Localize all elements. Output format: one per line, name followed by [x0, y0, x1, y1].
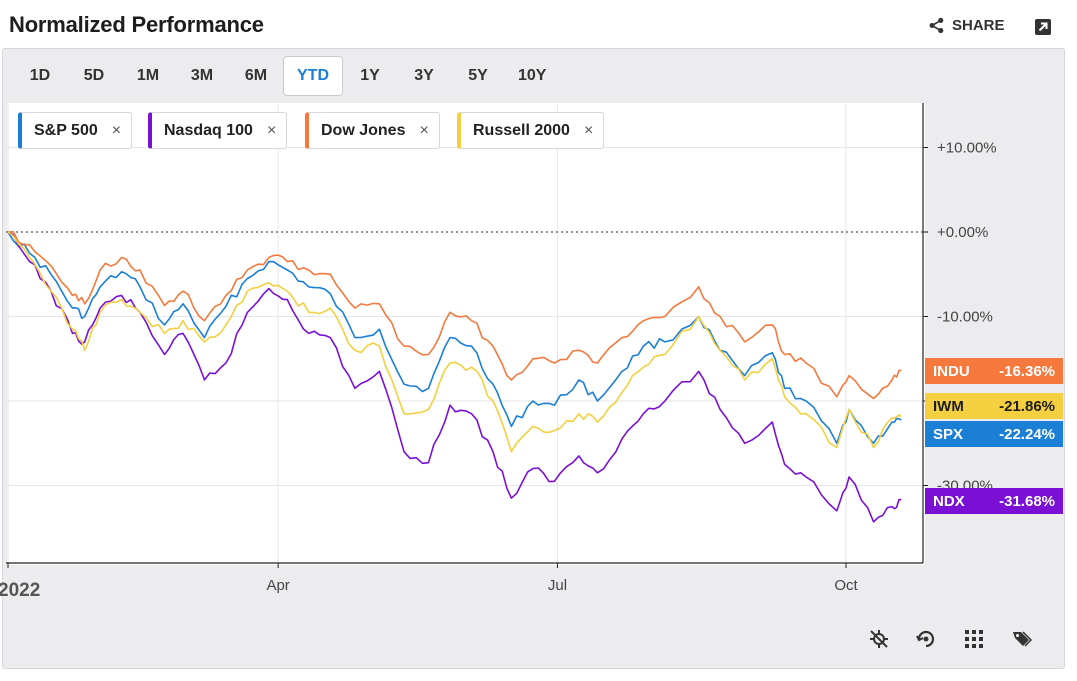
series-line-russell-2000 [7, 231, 902, 453]
header: Normalized Performance SHARE [0, 0, 1077, 48]
time-range-selector: 1D 5D 1M 3M 6M YTD 1Y 3Y 5Y 10Y [13, 55, 559, 97]
range-button-10y[interactable]: 10Y [518, 67, 547, 84]
badge-ticker: INDU [933, 362, 970, 380]
legend-label: Russell 2000 [473, 121, 570, 139]
x-tick-label: Apr [266, 577, 289, 594]
badge-value: -31.68% [999, 492, 1055, 510]
badge-value: -16.36% [999, 362, 1055, 380]
series-line-s-p-500 [7, 231, 902, 445]
badge-ticker: IWM [933, 397, 964, 415]
remove-series-icon[interactable]: × [419, 121, 429, 139]
reset-zoom-icon[interactable] [915, 628, 937, 650]
legend-item-nasdaq-100[interactable]: Nasdaq 100 × [148, 112, 288, 149]
y-tick-label: -10.00% [937, 309, 993, 326]
share-icon [929, 17, 944, 34]
tags-icon[interactable] [1011, 628, 1033, 650]
x-tick-label: Jul [548, 577, 567, 594]
legend-item-s-p-500[interactable]: S&P 500 × [18, 112, 133, 149]
range-button-1d[interactable]: 1D [29, 67, 51, 84]
remove-series-icon[interactable]: × [111, 121, 122, 139]
y-tick-label: +0.00% [937, 224, 988, 241]
legend-item-dow-jones[interactable]: Dow Jones × [305, 112, 440, 149]
x-tick-label: Oct [834, 577, 858, 594]
x-tick-label: 2022 [0, 580, 40, 601]
grid-icon[interactable] [963, 628, 985, 650]
range-button-1m[interactable]: 1M [136, 67, 160, 84]
legend-item-russell-2000[interactable]: Russell 2000 × [457, 112, 605, 149]
range-button-5y[interactable]: 5Y [468, 67, 488, 84]
range-button-5d[interactable]: 5D [83, 67, 105, 84]
range-button-6m[interactable]: 6M [244, 67, 268, 84]
series-line-dow-jones [7, 231, 902, 400]
page-title: Normalized Performance [9, 12, 264, 37]
legend-label: Nasdaq 100 [164, 121, 253, 139]
crosshair-off-icon[interactable] [868, 628, 890, 650]
last-value-badge-indu: INDU -16.36% [925, 358, 1063, 384]
badge-value: -21.86% [999, 397, 1055, 415]
remove-series-icon[interactable]: × [266, 121, 277, 139]
badge-ticker: NDX [933, 492, 965, 510]
range-button-ytd[interactable]: YTD [283, 56, 343, 96]
last-value-badge-iwm: IWM -21.86% [925, 393, 1063, 419]
remove-series-icon[interactable]: × [583, 121, 594, 139]
share-label: SHARE [952, 17, 1005, 34]
range-button-3m[interactable]: 3M [190, 67, 214, 84]
y-tick-label: +10.00% [937, 140, 997, 157]
range-button-3y[interactable]: 3Y [414, 67, 434, 84]
last-value-badge-ndx: NDX -31.68% [925, 488, 1063, 514]
chart-panel: 1D 5D 1M 3M 6M YTD 1Y 3Y 5Y 10Y [2, 48, 1065, 669]
plot-area [7, 103, 925, 565]
last-value-badge-spx: SPX -22.24% [925, 421, 1063, 447]
range-button-1y[interactable]: 1Y [360, 67, 380, 84]
expand-icon[interactable] [1035, 19, 1051, 35]
legend-label: S&P 500 [34, 121, 98, 139]
share-button[interactable]: SHARE [928, 17, 1005, 34]
badge-value: -22.24% [999, 425, 1055, 443]
badge-ticker: SPX [933, 425, 964, 443]
legend-label: Dow Jones [321, 121, 406, 139]
